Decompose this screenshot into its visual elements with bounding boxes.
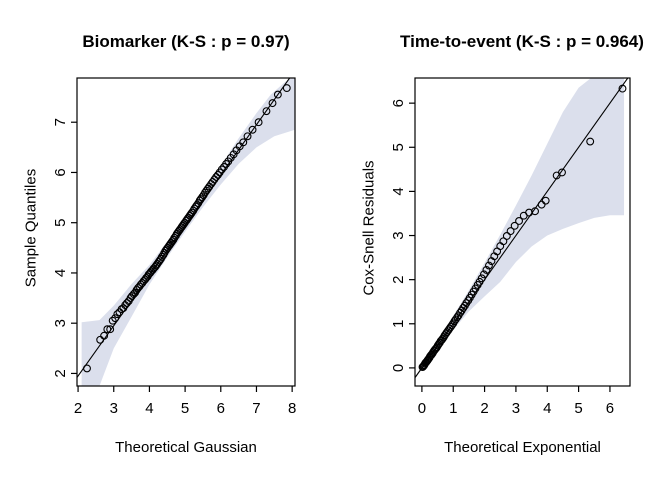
data-point xyxy=(558,168,566,177)
panel-time-to-event: 0 1 2 3 4 5 6 0 1 2 3 4 5 6 xyxy=(390,77,631,417)
data-point xyxy=(480,270,488,279)
right-x-axis-label: Theoretical Exponential xyxy=(444,439,601,456)
data-point xyxy=(254,118,263,127)
data-point xyxy=(157,252,166,261)
data-point xyxy=(103,325,112,334)
data-point xyxy=(531,207,539,216)
plot-frame xyxy=(414,77,631,387)
data-point xyxy=(108,316,117,325)
data-point xyxy=(217,165,226,174)
data-point xyxy=(248,125,257,134)
x-tick-label: 3 xyxy=(110,400,118,417)
x-tick-label: 8 xyxy=(288,400,296,417)
data-point xyxy=(477,274,486,283)
data-point xyxy=(83,364,91,373)
data-point xyxy=(506,227,515,236)
left-plot-title: Biomarker (K-S : p = 0.97) xyxy=(82,32,290,51)
confidence-band xyxy=(422,78,625,369)
data-point xyxy=(187,208,196,217)
x-tick-label: 2 xyxy=(480,400,488,417)
data-point xyxy=(222,159,231,168)
y-tick-label: 2 xyxy=(52,369,69,377)
x-tick-label: 5 xyxy=(181,400,189,417)
y-tick-label: 5 xyxy=(390,143,407,151)
y-tick-label: 3 xyxy=(52,319,69,327)
data-point xyxy=(485,261,493,270)
left-x-axis-label: Theoretical Gaussian xyxy=(115,439,257,456)
data-point xyxy=(170,233,179,242)
y-tick-label: 5 xyxy=(52,219,69,227)
data-point xyxy=(113,310,122,319)
x-tick-label: 4 xyxy=(145,400,153,417)
y-tick-label: 3 xyxy=(390,231,407,239)
data-point xyxy=(106,325,115,334)
data-point xyxy=(448,321,456,330)
confidence-band xyxy=(81,78,295,386)
data-point xyxy=(515,217,524,225)
x-tick-label: 1 xyxy=(449,400,457,417)
x-tick-label: 0 xyxy=(418,400,426,417)
data-point xyxy=(541,196,550,205)
data-point xyxy=(525,208,534,217)
data-point xyxy=(213,171,222,179)
data-point xyxy=(510,221,519,230)
data-point xyxy=(282,84,291,92)
data-point xyxy=(502,232,511,240)
data-point xyxy=(482,265,491,274)
x-tick-label: 4 xyxy=(543,400,551,417)
right-plot-title: Time-to-event (K-S : p = 0.964) xyxy=(400,32,644,51)
panel-biomarker: 2 3 4 5 6 7 8 2 3 4 5 6 7 xyxy=(52,77,296,417)
data-point xyxy=(273,90,282,99)
x-tick-label: 6 xyxy=(606,400,614,417)
data-point xyxy=(262,107,271,116)
data-point xyxy=(268,99,277,108)
y-tick-label: 6 xyxy=(390,99,407,107)
y-tick-label: 4 xyxy=(390,187,407,195)
x-tick-label: 7 xyxy=(252,400,260,417)
y-tick-label: 4 xyxy=(52,269,69,277)
right-y-axis-label: Cox-Snell Residuals xyxy=(360,160,378,296)
plot-frame xyxy=(76,77,296,387)
y-tick-label: 1 xyxy=(390,320,407,328)
data-point xyxy=(100,331,109,340)
x-tick-label: 3 xyxy=(512,400,520,417)
data-point xyxy=(537,200,546,209)
y-tick-label: 7 xyxy=(52,118,69,126)
data-point xyxy=(586,137,595,146)
x-tick-label: 5 xyxy=(574,400,582,417)
y-tick-label: 0 xyxy=(390,364,407,372)
y-tick-label: 6 xyxy=(52,168,69,176)
data-point xyxy=(111,314,120,323)
x-tick-label: 6 xyxy=(217,400,225,417)
y-tick-label: 2 xyxy=(390,275,407,283)
data-point xyxy=(243,132,252,141)
left-y-axis-label: Sample Quantiles xyxy=(22,168,40,288)
x-tick-label: 2 xyxy=(74,400,82,417)
data-point xyxy=(96,335,105,344)
data-point xyxy=(239,138,248,147)
data-point xyxy=(618,84,627,93)
